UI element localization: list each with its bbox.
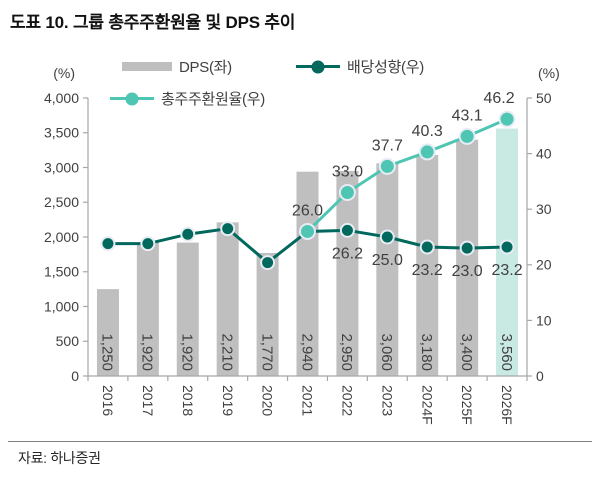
bar-2017 xyxy=(136,242,159,376)
배당성향(우)-point-2024F xyxy=(419,239,435,255)
right-axis-unit: (%) xyxy=(538,65,560,81)
legend-label-tsr: 총주주환원율(우) xyxy=(161,91,265,108)
총주주환원율(우)-value-label: 46.2 xyxy=(483,90,514,107)
배당성향(우)-point-2018 xyxy=(180,226,196,242)
x-axis-label: 2020 xyxy=(260,385,276,416)
right-tick-label: 30 xyxy=(536,201,552,217)
bar-2021 xyxy=(296,171,319,376)
배당성향(우)-value-label: 23.2 xyxy=(412,262,443,279)
left-tick-label: 1,000 xyxy=(44,298,79,314)
배당성향(우)-value-label: 26.2 xyxy=(332,245,363,262)
bar-value-label: 2,940 xyxy=(298,333,315,371)
chart-title: 도표 10. 그룹 총주주환원율 및 DPS 추이 xyxy=(10,13,296,32)
총주주환원율(우)-value-label: 33.0 xyxy=(332,164,363,181)
배당성향(우)-point-2025F xyxy=(459,240,475,256)
bar-value-label: 2,210 xyxy=(218,333,235,371)
bar-value-label: 2,950 xyxy=(338,333,355,371)
bar-value-label: 3,180 xyxy=(418,333,435,371)
배당성향(우)-point-2019 xyxy=(220,221,236,237)
배당성향(우)-point-2026F xyxy=(499,239,515,255)
left-axis-unit: (%) xyxy=(53,65,75,81)
x-axis-label: 2021 xyxy=(300,385,316,416)
bar-2020 xyxy=(256,252,279,376)
bar-2022 xyxy=(336,170,359,376)
bar-value-label: 3,560 xyxy=(498,333,515,371)
총주주환원율(우)-point-2021 xyxy=(299,222,316,240)
legend-item-tsr: 총주주환원율(우) xyxy=(110,88,265,109)
총주주환원율(우)-value-label: 26.0 xyxy=(292,202,323,219)
right-tick-label: 40 xyxy=(536,146,552,162)
총주주환원율(우)-point-2023 xyxy=(378,157,396,175)
x-axis-label: 2016 xyxy=(100,385,116,416)
right-tick-label: 10 xyxy=(536,312,552,328)
legend-label-payout: 배당성향(우) xyxy=(347,59,424,76)
x-axis-label: 2017 xyxy=(140,385,156,416)
배당성향(우)-point-2020 xyxy=(260,255,276,271)
payout-line-swatch-icon xyxy=(296,60,340,73)
legend-item-dps: DPS(좌) xyxy=(122,56,232,77)
총주주환원율(우)-point-2024F xyxy=(418,143,436,161)
source-text: 자료: 하나증권 xyxy=(18,450,101,466)
bar-value-label: 1,920 xyxy=(139,333,156,371)
legend-item-payout: 배당성향(우) xyxy=(296,56,424,77)
bar-2024F xyxy=(416,154,439,376)
x-axis-label: 2018 xyxy=(180,385,196,416)
source-divider xyxy=(8,441,592,442)
bar-value-label: 3,060 xyxy=(378,333,395,371)
left-tick-label: 2,000 xyxy=(44,229,79,245)
총주주환원율(우)-value-label: 37.7 xyxy=(372,137,403,154)
총주주환원율(우)-value-label: 43.1 xyxy=(452,107,483,124)
left-tick-label: 3,500 xyxy=(44,125,79,141)
left-tick-label: 3,000 xyxy=(44,159,79,175)
x-axis-label: 2025F xyxy=(459,385,475,425)
x-axis-label: 2024F xyxy=(419,385,435,425)
배당성향(우)-point-2017 xyxy=(140,236,156,252)
배당성향(우)-value-label: 23.2 xyxy=(491,262,522,279)
tsr-line-swatch-icon xyxy=(110,92,154,105)
배당성향(우)-point-2023 xyxy=(379,229,395,245)
left-tick-label: 2,500 xyxy=(44,194,79,210)
총주주환원율(우)-value-label: 40.3 xyxy=(412,123,443,140)
right-tick-label: 20 xyxy=(536,257,552,273)
bar-value-label: 1,250 xyxy=(99,333,116,371)
bar-2023 xyxy=(376,163,399,376)
배당성향(우)-point-2016 xyxy=(100,236,116,252)
bar-value-label: 3,400 xyxy=(458,333,475,371)
x-axis-label: 2019 xyxy=(220,385,236,416)
배당성향(우)-value-label: 23.0 xyxy=(452,263,483,280)
legend-label-dps: DPS(좌) xyxy=(179,59,232,76)
총주주환원율(우)-point-2026F xyxy=(498,110,516,128)
x-axis-label: 2022 xyxy=(340,385,356,416)
bar-2016 xyxy=(96,289,119,376)
bar-value-label: 1,920 xyxy=(179,333,196,371)
left-tick-label: 0 xyxy=(71,368,79,384)
bar-value-label: 1,770 xyxy=(258,333,275,371)
배당성향(우)-value-label: 25.0 xyxy=(372,252,403,269)
총주주환원율(우)-point-2022 xyxy=(338,184,356,202)
left-tick-label: 4,000 xyxy=(44,90,79,106)
bar-swatch-icon xyxy=(122,62,172,71)
배당성향(우)-point-2022 xyxy=(339,222,355,238)
right-tick-label: 0 xyxy=(536,368,544,384)
x-axis-label: 2023 xyxy=(379,385,395,416)
bar-2025F xyxy=(456,139,479,376)
bar-2018 xyxy=(176,242,199,376)
right-tick-label: 50 xyxy=(536,90,552,106)
bar-2019 xyxy=(216,222,239,376)
x-axis-label: 2026F xyxy=(499,385,515,425)
left-tick-label: 1,500 xyxy=(44,264,79,280)
left-tick-label: 500 xyxy=(56,333,80,349)
총주주환원율(우)-point-2025F xyxy=(458,127,476,145)
